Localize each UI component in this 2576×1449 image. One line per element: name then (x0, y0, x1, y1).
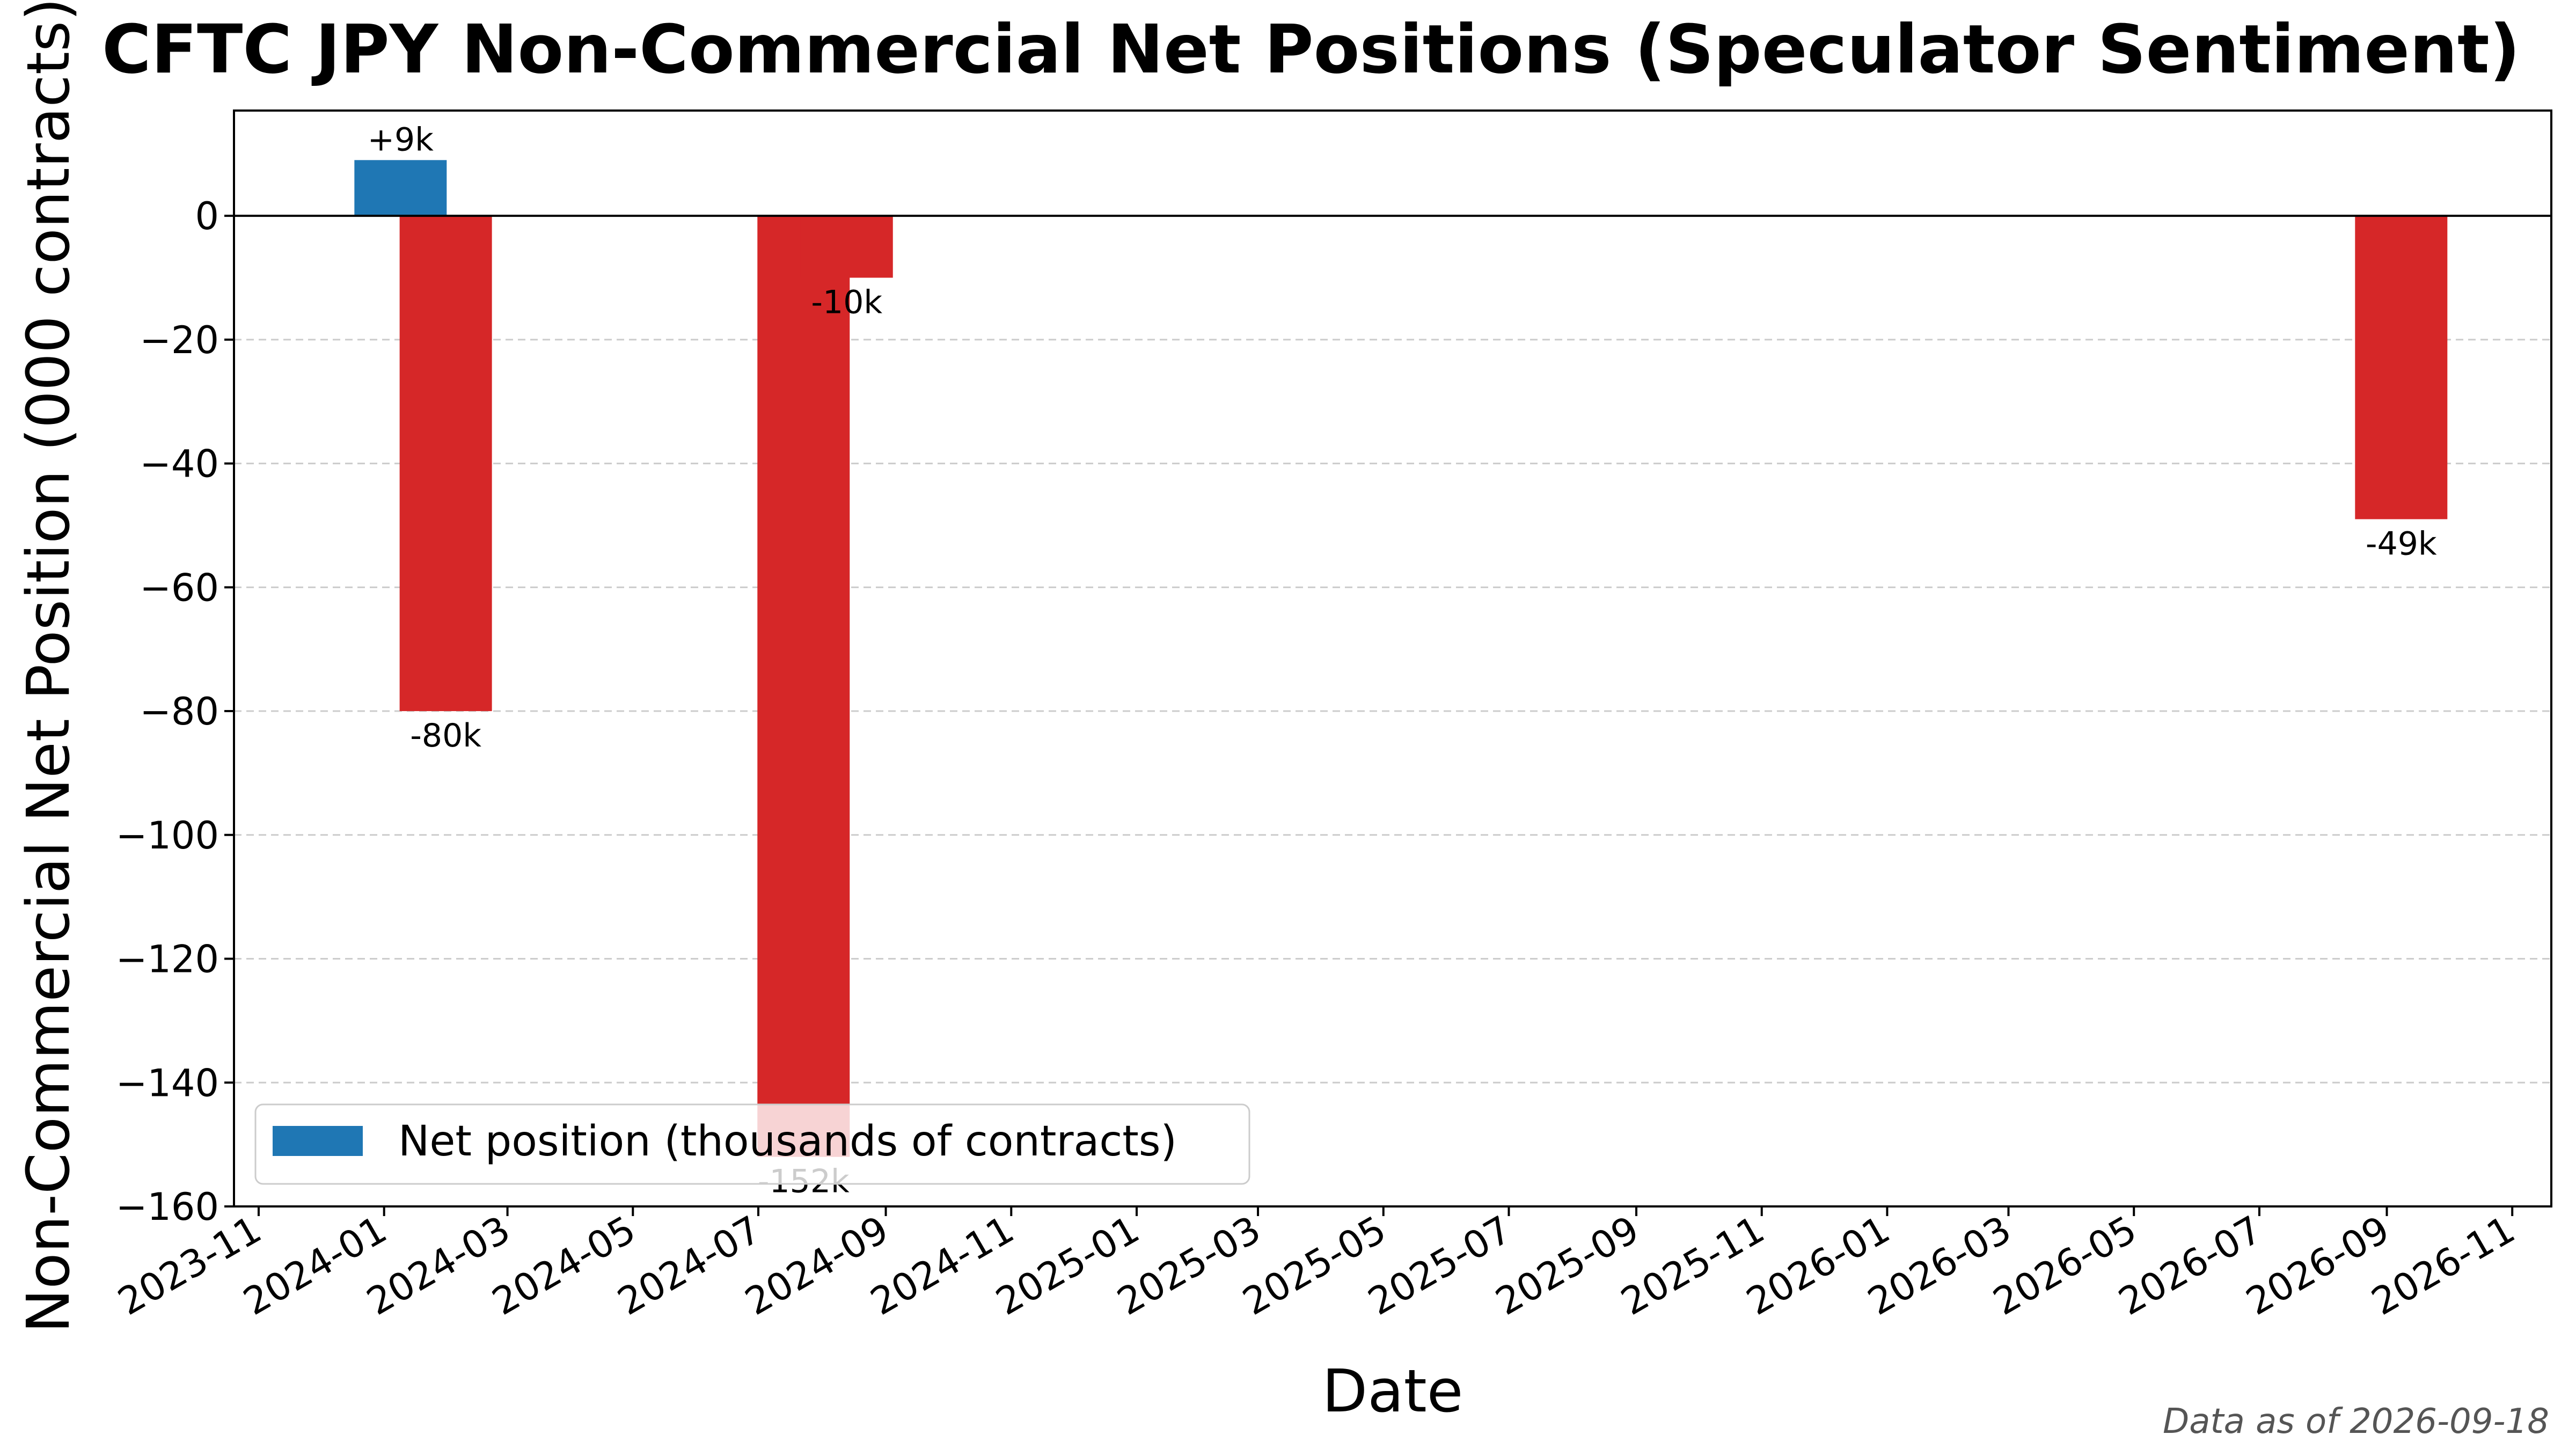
bars (354, 160, 2448, 1157)
bar (2355, 216, 2448, 519)
x-tick-label: 2025-05 (1235, 1208, 1393, 1324)
x-tick-label: 2026-05 (1986, 1208, 2143, 1324)
bar-label: -10k (811, 283, 882, 321)
legend-label: Net position (thousands of contracts) (398, 1117, 1177, 1166)
y-tick-label: −120 (116, 938, 219, 982)
chart-title: CFTC JPY Non-Commercial Net Positions (S… (102, 11, 2520, 89)
x-tick-label: 2025-07 (1361, 1208, 1519, 1324)
y-tick-label: 0 (195, 194, 219, 238)
y-tick-label: −80 (140, 690, 219, 734)
x-tick-label: 2024-03 (360, 1208, 517, 1324)
legend-box (254, 1103, 1250, 1185)
gridlines (234, 215, 2551, 1208)
x-tick-label: 2026-07 (2111, 1208, 2269, 1324)
legend: Net position (thousands of contracts) (254, 1103, 1250, 1185)
y-axis-label: Non-Commercial Net Position (000 contrac… (14, 0, 83, 1333)
bar-labels: +9k-80k-152k-10k-49k (368, 121, 2437, 1200)
x-tick-label: 2024-01 (236, 1208, 394, 1324)
y-tick-label: −20 (140, 318, 219, 362)
y-tick-label: −40 (140, 442, 219, 486)
bar-label: -49k (2366, 525, 2437, 562)
footnote: Data as of 2026-09-18 (2163, 1402, 2549, 1441)
x-tick-label: 2024-05 (485, 1208, 642, 1324)
x-tick-label: 2024-11 (863, 1208, 1021, 1324)
y-tick-label: −140 (116, 1061, 219, 1105)
x-tick-label: 2025-11 (1614, 1208, 1772, 1324)
bar (354, 160, 447, 216)
y-axis: 0 −20 −40 −60 −80 −100 −120 −140 −160 (116, 194, 234, 1229)
x-axis-label: Date (1322, 1357, 1463, 1425)
x-tick-label: 2026-09 (2239, 1208, 2397, 1324)
x-tick-label: 2024-07 (610, 1208, 768, 1324)
x-tick-label: 2024-09 (738, 1208, 896, 1324)
bar (757, 216, 850, 1157)
y-tick-label: −100 (116, 814, 219, 858)
bar (399, 216, 492, 712)
x-tick-label: 2026-11 (2364, 1208, 2522, 1324)
y-tick-label: −60 (140, 566, 219, 610)
y-tick-label: −160 (116, 1185, 219, 1229)
bar-label: +9k (368, 121, 434, 158)
bar-label: -80k (410, 717, 481, 755)
bar (800, 216, 893, 278)
x-axis: 2023-112024-012024-032024-052024-072024-… (111, 1206, 2522, 1324)
plot-frame (233, 109, 2552, 1208)
legend-swatch (273, 1126, 363, 1156)
x-tick-label: 2025-09 (1488, 1208, 1646, 1324)
